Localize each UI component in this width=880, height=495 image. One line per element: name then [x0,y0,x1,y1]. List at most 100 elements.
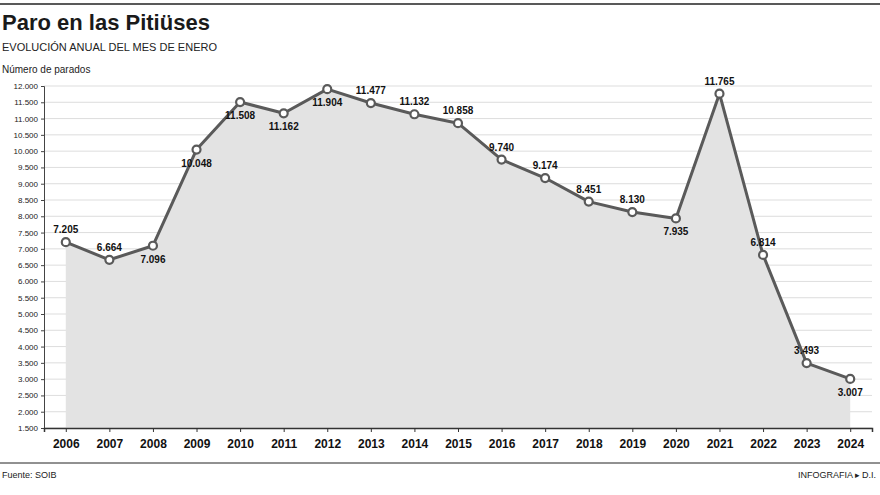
x-tick: 2008 [140,428,167,451]
x-tick: 2016 [489,428,516,451]
y-tick-mark [41,119,44,120]
x-tick: 2015 [445,428,472,451]
area [66,89,850,428]
y-tick-mark [41,184,44,185]
marker [715,90,723,98]
data-label: 8.130 [620,194,645,205]
y-tick-label: 7.500 [18,229,39,238]
data-label: 7.096 [140,254,165,265]
y-tick-mark [41,298,44,299]
y-tick: 10.000 [14,147,44,156]
x-tick: 2019 [619,428,646,451]
y-tick-label: 10.000 [14,147,39,156]
y-tick: 11.000 [14,115,44,124]
y-tick-mark [41,265,44,266]
x-tick: 2021 [707,428,734,451]
x-tick-mark [66,428,67,432]
title: Paro en las Pitiüses [2,10,210,35]
marker [149,242,157,250]
y-axis-title: Número de parados [2,64,90,75]
data-label: 11.132 [399,96,429,107]
marker [628,208,636,216]
data-label: 11.508 [225,110,255,121]
x-tick-label: 2017 [532,437,559,451]
x-tick: 2009 [184,428,211,451]
x-tick-mark [502,428,503,432]
marker [280,109,288,117]
x-tick-mark [719,428,720,432]
x-tick: 2013 [358,428,385,451]
y-tick: 7.500 [18,229,44,238]
y-tick: 12.000 [14,82,44,91]
marker [803,359,811,367]
x-tick-mark [284,428,285,432]
y-tick: 2.500 [18,391,44,400]
y-tick-mark [41,281,44,282]
marker [454,119,462,127]
x-tick-label: 2022 [750,437,777,451]
y-tick-mark [41,363,44,364]
marker [193,146,201,154]
y-tick-label: 5.000 [18,310,39,319]
y-tick-label: 8.500 [18,196,39,205]
data-label: 3.493 [794,345,819,356]
data-label: 11.162 [269,121,299,132]
x-tick: 2011 [271,428,297,451]
x-tick: 2017 [532,428,559,451]
data-label: 11.765 [704,76,734,87]
y-tick-mark [41,395,44,396]
x-tick: 2020 [663,428,690,451]
marker [759,251,767,259]
y-tick-label: 4.000 [18,343,39,352]
y-tick: 10.500 [14,131,44,140]
y-axis: 1.5002.0002.5003.0003.5004.0004.5005.000… [14,82,45,433]
y-tick-mark [41,102,44,103]
footer-rule [0,463,880,464]
data-labels: 7.2056.6647.09610.04811.50811.16211.9041… [53,76,863,398]
data-label: 10.858 [443,105,474,116]
x-tick: 2007 [97,428,124,451]
x-tick-label: 2021 [707,437,734,451]
y-tick: 7.000 [18,245,44,254]
x-tick-label: 2023 [794,437,821,451]
y-tick-mark [41,330,44,331]
y-tick: 8.500 [18,196,44,205]
y-tick-label: 9.500 [18,163,39,172]
x-tick: 2014 [402,428,429,451]
marker [410,110,418,118]
x-tick-mark [327,428,328,432]
y-tick-mark [41,314,44,315]
y-tick-label: 6.500 [18,261,39,270]
data-label: 11.904 [312,97,342,108]
marker [62,238,70,246]
y-tick-mark [41,167,44,168]
x-tick-label: 2013 [358,437,385,451]
y-tick-mark [41,233,44,234]
x-tick-mark [589,428,590,432]
x-tick: 2018 [576,428,603,451]
y-tick-mark [41,135,44,136]
y-axis-line [41,87,45,429]
data-label: 10.048 [181,158,212,169]
marker [236,98,244,106]
y-tick: 6.000 [18,277,44,286]
x-axis: 2006200720082009201020112012201320142015… [45,428,873,451]
y-tick-label: 7.000 [18,245,39,254]
y-tick-label: 1.500 [18,424,39,433]
y-tick: 9.500 [18,163,44,172]
x-tick-mark [807,428,808,432]
x-axis-line [45,429,873,433]
x-tick: 2022 [750,428,777,451]
y-tick: 11.500 [14,98,44,107]
y-tick: 4.000 [18,343,44,352]
x-tick-mark [109,428,110,432]
y-tick-label: 10.500 [14,131,39,140]
y-tick: 2.000 [18,408,44,417]
x-tick: 2012 [314,428,341,451]
x-tick-mark [458,428,459,432]
y-tick-label: 12.000 [14,82,39,91]
x-tick-mark [545,428,546,432]
data-label: 6.664 [97,242,122,253]
x-tick-mark [676,428,677,432]
y-tick-label: 5.500 [18,294,39,303]
